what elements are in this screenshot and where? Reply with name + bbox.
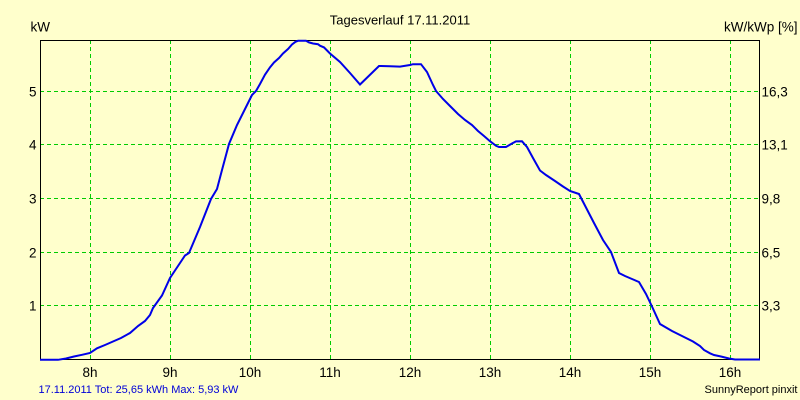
svg-text:6,5: 6,5	[762, 245, 781, 260]
svg-text:15h: 15h	[639, 365, 662, 380]
svg-text:9h: 9h	[162, 365, 177, 380]
svg-text:4: 4	[29, 137, 37, 152]
svg-text:14h: 14h	[559, 365, 582, 380]
svg-text:5: 5	[29, 84, 37, 99]
svg-text:Tagesverlauf 17.11.2011: Tagesverlauf 17.11.2011	[330, 13, 470, 28]
svg-text:kW/kWp [%]: kW/kWp [%]	[724, 20, 798, 35]
svg-text:8h: 8h	[82, 365, 97, 380]
svg-text:17.11.2011 Tot: 25,65 kWh Max:: 17.11.2011 Tot: 25,65 kWh Max: 5,93 kW	[39, 384, 240, 396]
svg-text:SunnyReport pinxit: SunnyReport pinxit	[705, 384, 798, 396]
svg-text:11h: 11h	[319, 365, 341, 380]
svg-text:9,8: 9,8	[762, 191, 781, 206]
svg-text:10h: 10h	[239, 365, 262, 380]
svg-text:kW: kW	[31, 20, 51, 35]
svg-text:3: 3	[29, 191, 37, 206]
svg-text:16h: 16h	[719, 365, 742, 380]
svg-text:16,3: 16,3	[762, 84, 788, 99]
svg-text:1: 1	[29, 298, 37, 313]
svg-text:12h: 12h	[399, 365, 422, 380]
svg-text:3,3: 3,3	[762, 298, 781, 313]
svg-text:13,1: 13,1	[762, 137, 788, 152]
svg-text:13h: 13h	[479, 365, 502, 380]
svg-text:2: 2	[29, 245, 37, 260]
